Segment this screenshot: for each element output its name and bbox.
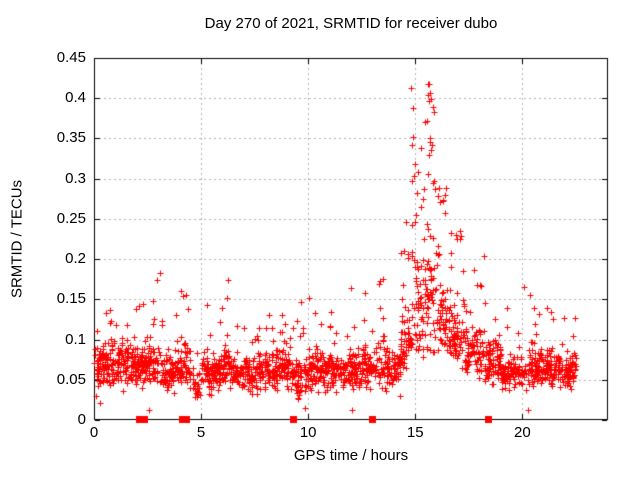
- y-tick-label: 0.1: [65, 330, 86, 348]
- y-tick-label: 0.35: [56, 129, 86, 147]
- x-tick-label: 20: [513, 424, 531, 441]
- x-tick-label: 10: [299, 424, 317, 441]
- x-tick-label: 5: [196, 424, 206, 441]
- x-axis-label: GPS time / hours: [293, 447, 409, 464]
- x-tick-label: 15: [406, 424, 424, 441]
- x-tick-label: 0: [89, 424, 99, 441]
- y-axis-label: SRMTID / TECUs: [8, 179, 26, 299]
- y-tick-label: 0.2: [65, 250, 86, 268]
- y-tick-label: 0.4: [65, 89, 86, 107]
- y-tick-label: 0.05: [56, 370, 86, 388]
- y-tick-label: 0.45: [56, 49, 86, 66]
- y-tick-label: 0: [77, 411, 86, 428]
- chart-title: Day 270 of 2021, SRMTID for receiver dub…: [204, 15, 498, 32]
- y-tick-label: 0.15: [56, 290, 86, 308]
- y-tick-label: 0.25: [56, 209, 86, 227]
- y-tick-label: 0.3: [65, 169, 86, 187]
